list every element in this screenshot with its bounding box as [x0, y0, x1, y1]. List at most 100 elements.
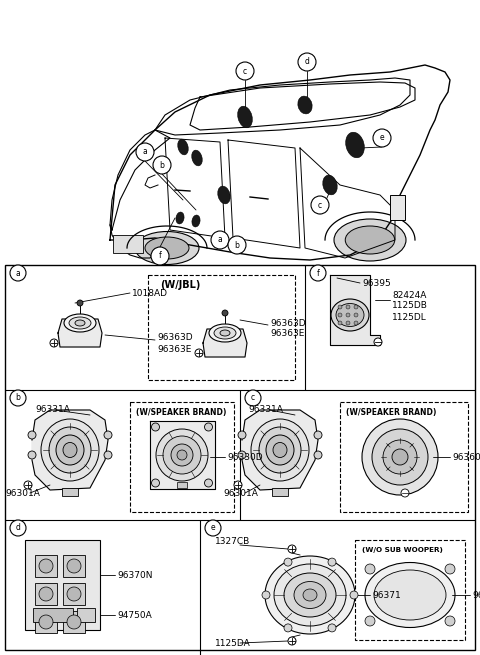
- Circle shape: [205, 520, 221, 536]
- Circle shape: [236, 62, 254, 80]
- Ellipse shape: [259, 427, 301, 473]
- Circle shape: [245, 390, 261, 406]
- Ellipse shape: [374, 570, 446, 620]
- Circle shape: [39, 615, 53, 629]
- Circle shape: [104, 431, 112, 439]
- Circle shape: [284, 624, 292, 632]
- Ellipse shape: [69, 317, 91, 329]
- Circle shape: [338, 305, 342, 309]
- Circle shape: [204, 479, 213, 487]
- Text: b: b: [15, 394, 21, 403]
- Ellipse shape: [75, 320, 85, 326]
- Text: 82424A: 82424A: [392, 291, 426, 299]
- Circle shape: [311, 196, 329, 214]
- Ellipse shape: [192, 215, 200, 227]
- Circle shape: [238, 451, 246, 459]
- Text: a: a: [217, 236, 222, 244]
- Circle shape: [10, 520, 26, 536]
- Bar: [148, 275, 295, 380]
- Polygon shape: [330, 275, 380, 345]
- Ellipse shape: [156, 429, 208, 481]
- Circle shape: [67, 559, 81, 573]
- Text: (W/SPEAKER BRAND): (W/SPEAKER BRAND): [136, 407, 227, 417]
- Text: 96371A: 96371A: [472, 591, 480, 599]
- Bar: [25, 540, 100, 630]
- Text: c: c: [243, 67, 247, 75]
- Bar: [35, 583, 57, 605]
- Circle shape: [195, 349, 203, 357]
- Bar: [63, 583, 85, 605]
- Ellipse shape: [303, 589, 317, 601]
- Text: 96363D: 96363D: [157, 333, 192, 343]
- Text: a: a: [16, 269, 20, 278]
- Bar: [35, 611, 57, 633]
- Ellipse shape: [176, 212, 184, 224]
- Bar: [177, 482, 187, 488]
- Circle shape: [362, 419, 438, 495]
- Circle shape: [310, 265, 326, 281]
- Circle shape: [153, 156, 171, 174]
- Circle shape: [314, 451, 322, 459]
- Polygon shape: [149, 421, 215, 489]
- Ellipse shape: [220, 330, 230, 336]
- Bar: [355, 540, 465, 640]
- Circle shape: [28, 431, 36, 439]
- Ellipse shape: [56, 435, 84, 465]
- Ellipse shape: [274, 564, 346, 626]
- Bar: [340, 402, 468, 512]
- Circle shape: [288, 637, 296, 645]
- Text: e: e: [380, 134, 384, 143]
- Circle shape: [152, 479, 159, 487]
- Bar: [63, 611, 85, 633]
- Text: 96301A: 96301A: [5, 489, 40, 498]
- Circle shape: [24, 481, 32, 489]
- Circle shape: [67, 615, 81, 629]
- Circle shape: [39, 559, 53, 573]
- Circle shape: [445, 616, 455, 626]
- Text: (W/SPEAKER BRAND): (W/SPEAKER BRAND): [346, 407, 436, 417]
- Ellipse shape: [171, 444, 193, 466]
- Text: c: c: [318, 200, 322, 210]
- Text: c: c: [251, 394, 255, 403]
- Circle shape: [338, 321, 342, 325]
- Text: d: d: [15, 523, 21, 533]
- Ellipse shape: [64, 314, 96, 332]
- Text: f: f: [158, 252, 161, 261]
- Text: b: b: [159, 160, 165, 170]
- Circle shape: [151, 247, 169, 265]
- Circle shape: [346, 305, 350, 309]
- Ellipse shape: [298, 96, 312, 114]
- Circle shape: [298, 53, 316, 71]
- Ellipse shape: [192, 150, 202, 166]
- Bar: [63, 555, 85, 577]
- Circle shape: [152, 423, 159, 431]
- Text: 96331A: 96331A: [35, 405, 70, 415]
- Text: 96363D: 96363D: [270, 318, 306, 328]
- Ellipse shape: [238, 106, 252, 128]
- Text: 96330D: 96330D: [227, 453, 263, 462]
- Circle shape: [383, 440, 417, 474]
- Ellipse shape: [135, 231, 199, 265]
- Ellipse shape: [177, 450, 187, 460]
- Circle shape: [204, 423, 213, 431]
- Text: 96395: 96395: [362, 278, 391, 288]
- Ellipse shape: [284, 573, 336, 617]
- Ellipse shape: [365, 563, 455, 627]
- Circle shape: [346, 313, 350, 317]
- Circle shape: [28, 451, 36, 459]
- Text: (W/O SUB WOOPER): (W/O SUB WOOPER): [362, 547, 443, 553]
- Circle shape: [77, 300, 83, 306]
- Ellipse shape: [163, 436, 201, 474]
- Ellipse shape: [331, 299, 369, 331]
- Text: 94750A: 94750A: [117, 610, 152, 620]
- Bar: [35, 555, 57, 577]
- Polygon shape: [203, 329, 247, 357]
- Circle shape: [10, 390, 26, 406]
- Text: 1125DL: 1125DL: [392, 312, 427, 322]
- Ellipse shape: [266, 435, 294, 465]
- Circle shape: [401, 489, 409, 497]
- Ellipse shape: [41, 419, 99, 481]
- Ellipse shape: [214, 327, 236, 339]
- Circle shape: [136, 143, 154, 161]
- Circle shape: [262, 591, 270, 599]
